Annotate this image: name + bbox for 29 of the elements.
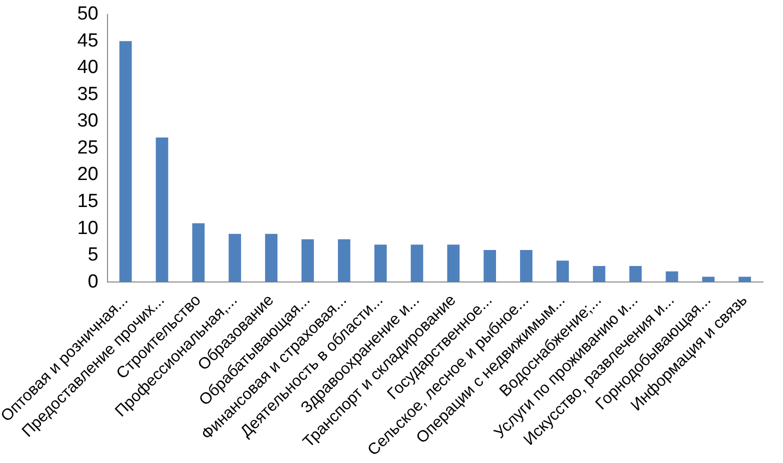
bar: [556, 260, 569, 282]
bar: [302, 239, 314, 282]
bar: [520, 250, 532, 282]
bar: [738, 276, 751, 282]
y-tick-label: 50: [77, 4, 98, 25]
y-tick-label: 10: [77, 218, 98, 239]
bar: [192, 223, 205, 282]
bar: [592, 266, 606, 282]
y-tick-label: 30: [77, 110, 98, 132]
bar: [702, 276, 715, 282]
bar: [447, 244, 460, 282]
y-tick-label: 40: [77, 57, 98, 78]
bar: [119, 41, 132, 282]
bar: [228, 234, 242, 282]
y-tick-label: 15: [77, 191, 98, 212]
bar: [338, 239, 350, 282]
y-tick-label: 5: [88, 244, 98, 266]
bar: [156, 138, 168, 282]
y-tick-label: 35: [77, 84, 98, 105]
bar: [374, 244, 387, 282]
bar: [265, 234, 278, 282]
y-tick-label: 25: [77, 137, 98, 158]
bar: [666, 271, 678, 282]
bar: [484, 250, 496, 282]
y-tick-label: 20: [77, 164, 98, 186]
y-tick-label: 45: [77, 30, 98, 52]
bar: [629, 266, 642, 282]
bar: [410, 244, 424, 282]
y-tick-label: 0: [88, 271, 98, 292]
